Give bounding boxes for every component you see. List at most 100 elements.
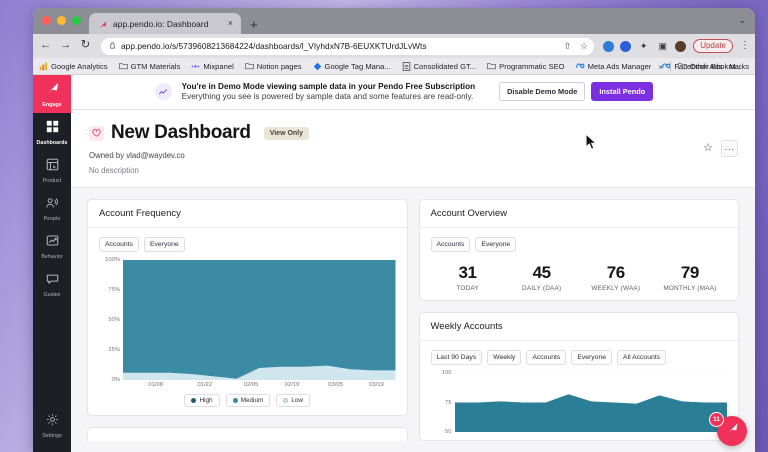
extensions-area: ✦ ▣ — [603, 40, 687, 52]
bookmark-label: Mixpanel — [203, 61, 234, 71]
bookmarks-overflow-button[interactable]: » — [658, 61, 663, 71]
chip-everyone[interactable]: Everyone — [143, 237, 185, 252]
bookmark-programmatic-seo[interactable]: Programmatic SEO — [487, 62, 565, 71]
sidebar-item-product[interactable]: Product — [33, 151, 71, 189]
extension-blue-check-icon[interactable] — [620, 40, 632, 52]
close-tab-icon[interactable]: × — [227, 18, 233, 28]
omnibox-actions: ⇧ ☆ — [564, 41, 589, 52]
chip-everyone[interactable]: Everyone — [571, 350, 613, 365]
card-title: Account Overview — [419, 200, 738, 228]
mouse-cursor — [585, 133, 598, 151]
y-axis-tick: 100 — [441, 370, 452, 376]
other-bookmarks-label: Other Bookmarks — [689, 61, 749, 71]
y-axis-tick: 50% — [108, 317, 120, 323]
bookmark-gtm-materials[interactable]: GTM Materials — [118, 62, 180, 71]
legend-item-medium[interactable]: Medium — [225, 394, 271, 407]
dashboard-owner: Owned by vlad@waydev.co — [89, 151, 185, 160]
metrics-row: 31 TODAY 45 DAILY (DAA) 76 WEEKLY (WAA) — [431, 263, 728, 292]
pendo-app: Engage Dashboards Product People — [33, 75, 755, 452]
chevron-down-icon[interactable]: ⌄ — [738, 15, 746, 25]
other-bookmarks-button[interactable]: Other Bookmarks — [677, 61, 749, 71]
update-button[interactable]: Update — [693, 39, 733, 53]
card-body: Accounts Everyone 0% 25% 50% 75% 100% 01/08 0… — [88, 228, 407, 415]
bookmark-mixpanel[interactable]: Mixpanel — [191, 61, 234, 71]
url-text: app.pendo.io/s/5739608213684224/dashboar… — [121, 41, 427, 51]
side-panel-icon[interactable]: ▣ — [658, 40, 667, 51]
sidebar-item-settings[interactable]: Settings — [33, 406, 71, 444]
forward-button[interactable]: → — [59, 39, 72, 52]
close-window-button[interactable] — [42, 16, 51, 25]
minimize-window-button[interactable] — [57, 16, 66, 25]
chip-everyone[interactable]: Everyone — [475, 237, 517, 252]
back-button[interactable]: ← — [39, 39, 52, 52]
y-axis-tick: 100% — [105, 257, 120, 263]
chip-accounts[interactable]: Accounts — [526, 350, 567, 365]
maximize-window-button[interactable] — [72, 16, 81, 25]
browser-menu-button[interactable]: ⋮ — [740, 40, 750, 51]
folder-icon — [487, 62, 497, 71]
chip-weekly[interactable]: Weekly — [487, 350, 522, 365]
sidebar-item-behavior[interactable]: Behavior — [33, 227, 71, 265]
sidebar-item-people[interactable]: People — [33, 189, 71, 227]
sidebar-item-dashboards[interactable]: Dashboards — [33, 113, 71, 151]
chip-accounts[interactable]: Accounts — [430, 237, 471, 252]
sidebar-item-guides[interactable]: Guides — [33, 265, 71, 303]
gear-icon — [46, 413, 59, 431]
reload-button[interactable]: ↻ — [80, 39, 91, 52]
banner-text: You're in Demo Mode viewing sample data … — [182, 82, 475, 101]
y-axis: 0% 25% 50% 75% 100% — [99, 257, 123, 383]
chip-all-accounts[interactable]: All Accounts — [617, 350, 667, 365]
metric-monthly: 79 MONTHLY (MAA) — [653, 263, 727, 292]
bookmark-google-analytics[interactable]: Google Analytics — [39, 62, 108, 71]
view-only-badge: View Only — [263, 126, 310, 140]
chip-accounts[interactable]: Accounts — [99, 237, 139, 252]
filter-chips: Last 90 Days Weekly Accounts Everyone Al… — [430, 350, 728, 365]
dashboard-description[interactable]: No description — [89, 166, 139, 175]
main-content: You're in Demo Mode viewing sample data … — [71, 75, 755, 452]
page-title: New Dashboard — [111, 122, 251, 143]
x-axis-tick: 02/05 — [243, 382, 259, 388]
extension-blue-pause-icon[interactable] — [603, 40, 615, 52]
dashboard-header: New Dashboard View Only Owned by vlad@wa… — [71, 110, 755, 188]
speech-bubble-icon — [46, 272, 59, 290]
heart-icon[interactable] — [89, 125, 104, 141]
new-tab-button[interactable]: + — [250, 17, 258, 32]
address-bar[interactable]: app.pendo.io/s/5739608213684224/dashboar… — [101, 37, 595, 55]
browser-tab[interactable]: app.pendo.io: Dashboard × — [89, 13, 241, 34]
y-axis-tick: 25% — [108, 347, 120, 353]
card-account-frequency: Account Frequency Accounts Everyone 0% 25… — [87, 199, 408, 416]
divider — [669, 61, 671, 71]
favorite-star-icon[interactable]: ☆ — [703, 142, 713, 154]
area-series-medium — [123, 260, 396, 379]
y-axis-tick: 75% — [108, 287, 120, 293]
metric-daily: 45 DAILY (DAA) — [505, 263, 579, 292]
bookmark-google-tag-manager[interactable]: Google Tag Mana... — [313, 62, 391, 71]
sidebar-brand-engage[interactable]: Engage — [33, 75, 71, 113]
bookmark-consolidated-gt[interactable]: Consolidated GT... — [402, 62, 476, 71]
more-options-button[interactable]: ··· — [721, 140, 738, 157]
bookmark-star-icon[interactable]: ☆ — [580, 40, 589, 51]
metric-value: 31 — [458, 263, 478, 282]
bookmark-facebook-ads[interactable]: Facebook Ads - M... — [662, 62, 742, 71]
metric-value: 45 — [532, 263, 552, 282]
install-pendo-button[interactable]: Install Pendo — [591, 82, 654, 101]
x-axis-tick: 01/22 — [197, 382, 213, 388]
legend-item-high[interactable]: High — [184, 394, 220, 407]
resource-center-button[interactable]: 11 — [709, 412, 747, 446]
legend-item-low[interactable]: Low — [276, 394, 311, 407]
bookmark-meta-ads-manager[interactable]: Meta Ads Manager — [575, 62, 651, 71]
y-axis-tick: 75 — [445, 399, 452, 406]
y-axis-tick: 50 — [445, 429, 452, 435]
share-icon[interactable]: ⇧ — [563, 40, 572, 51]
folder-icon — [244, 62, 254, 71]
chip-last-90-days[interactable]: Last 90 Days — [430, 350, 483, 365]
profile-avatar[interactable] — [675, 40, 687, 52]
extension-puzzle-icon[interactable]: ✦ — [639, 40, 648, 51]
sidebar-brand-label: Engage — [42, 101, 62, 108]
disable-demo-mode-button[interactable]: Disable Demo Mode — [499, 82, 586, 101]
bookmark-notion-pages[interactable]: Notion pages — [244, 62, 302, 71]
x-axis-tick: 01/08 — [148, 382, 163, 388]
window-controls[interactable] — [42, 16, 81, 25]
browser-window: app.pendo.io: Dashboard × + ⌄ ← → ↻ app.… — [33, 8, 755, 452]
filter-chips: Accounts Everyone — [430, 237, 728, 252]
